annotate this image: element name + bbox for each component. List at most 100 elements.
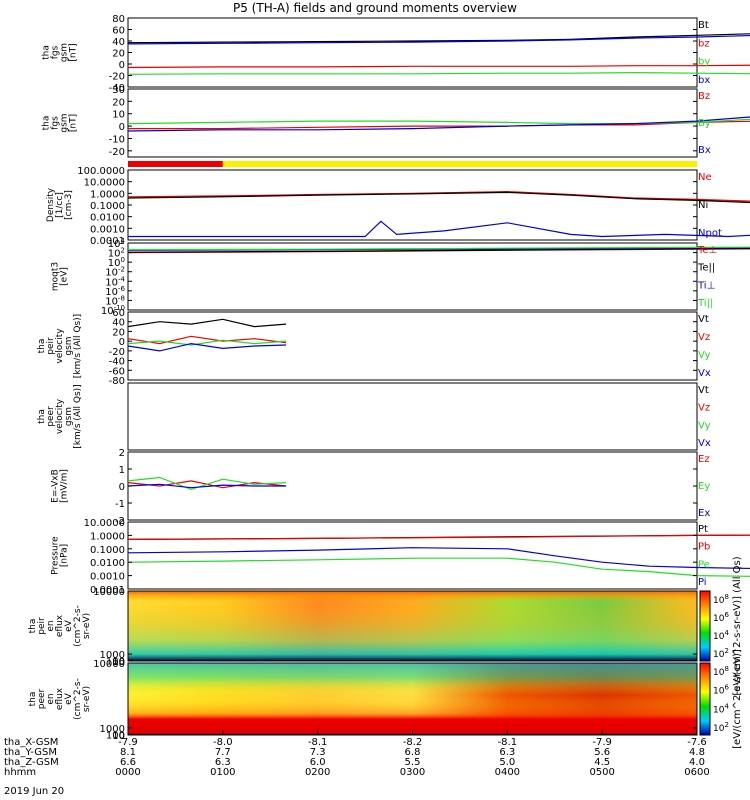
legend-Vx: Vx [698,368,711,379]
x-tick-label: 6.3 [215,757,231,768]
y-axis-label: (cm^2-s- [73,678,83,720]
colorbar-tick-label: 102 [713,721,729,734]
x-tick-label: 6.8 [405,747,421,758]
y-axis-label: tha [42,116,52,131]
colorbar-bar [699,590,711,662]
y-axis-label: [nT] [69,43,79,61]
series-line-Bx [127,116,750,132]
panel-frame [127,590,698,662]
x-tick-label: 7.3 [310,747,326,758]
y-axis-label: [cm-3] [64,190,74,220]
colorbar-peer_eflux: 108 106 104 102 [eV/(cm^2-s-sr-eV)] [699,649,743,749]
y-tick-label: 30 [112,85,125,96]
series-line-Pi [127,547,750,570]
legend-Pt: Pt [698,524,708,535]
y-axis-label: peir [37,617,47,635]
y-tick-label: 20 [112,327,125,338]
y-axis-label: tha [37,409,47,424]
x-tick-label: -8.1 [308,737,328,748]
y-tick-label: 1 [119,465,125,476]
y-axis-label: [nT] [69,114,79,132]
x-tick-label: 4.5 [594,757,610,768]
series-line-Npot [128,220,750,238]
y-tick-label: 2 [119,448,125,459]
x-tick-label: 6.6 [120,757,136,768]
heatmap-overlay [128,591,697,661]
y-tick-label: 10-4 [105,275,125,288]
y-tick-label: -60 [109,366,125,377]
legend-Ni: Ni [698,200,708,211]
panel-pressure: 0.0001 0.0010 0.0100 0.1000 1.0000 10.0000 Pre… [51,518,750,596]
legend-Vx: Vx [698,438,711,449]
y-tick-label: 10 [112,110,125,121]
y-axis-label: eV [64,619,74,632]
y-axis-label: Pressure [51,536,61,575]
legend-Ex: Ex [698,508,710,519]
y-axis-label: gsm [64,407,74,426]
panel-frame [127,451,698,521]
x-tick-label: -8.2 [403,737,423,748]
y-axis-label: eV [64,692,74,705]
y-tick-label: 1.0000 [90,531,125,542]
y-axis-label: [mV/m] [60,469,70,503]
y-tick-label: -20 [109,347,125,358]
panel-peir_eflux: 108 106 104 102 [eV/(cm^2-s-sr-eV)] (All Qs)… [28,556,743,695]
x-tick-label: 6.0 [310,757,326,768]
legend-bz: bz [698,38,710,49]
y-axis-label: [1/cc] [55,192,65,218]
series-line-Ex [127,483,287,489]
y-tick-label: 10 [112,657,125,668]
y-tick-label: 0.1000 [90,201,125,212]
y-axis-label: [eV] [60,267,70,286]
legend-Ez: Ez [698,454,710,465]
legend-Npot: Npot [698,228,722,239]
x-tick-label: 5.5 [405,757,421,768]
x-tick-label: -7.9 [592,737,612,748]
y-tick-label: 100 [106,730,125,741]
heatmap-overlay [128,663,697,735]
colorbar-label: [eV/(cm^2-s-sr-eV)] (All Qs) [732,556,743,695]
series-line-Vx [127,342,287,352]
y-tick-label: 60 [112,308,125,319]
y-axis-label: tha [37,339,47,354]
y-tick-label: 10-2 [105,266,125,279]
series-line-Ti|| [127,246,750,251]
y-axis-label: fgs [51,116,61,130]
y-tick-label: 20 [112,97,125,108]
x-tick-label: -7.6 [687,737,707,748]
y-axis-label: sr-eV) [82,686,92,712]
colorbar-tick-label: 104 [713,629,729,642]
colorbar-tick-label: 102 [713,647,729,660]
legend-Ne: Ne [698,172,712,183]
y-axis-label: E=-VxB [51,469,61,503]
y-axis-label: (cm^2-s- [73,605,83,647]
legend-Vt: Vt [698,385,709,396]
y-tick-label: 0.0001 [90,236,125,247]
y-tick-label: 0 [119,337,125,348]
x-tick-label: 5.0 [499,757,515,768]
y-axis-label: en [46,620,56,631]
y-tick-label: 102 [108,247,125,260]
y-axis-label: peir [46,337,56,355]
y-axis-label: peer [46,406,56,427]
legend-Pi: Pi [698,577,707,588]
legend-Ey: Ey [698,481,710,492]
y-tick-label: 40 [112,37,125,48]
y-tick-label: 20 [112,49,125,60]
y-axis-label: gsm [60,43,70,62]
legend-Vz: Vz [698,332,710,343]
mode-bar [128,161,698,167]
y-axis-label: peer [37,688,47,709]
y-tick-label: 60 [112,26,125,37]
legend-Bt: Bt [698,20,709,31]
y-tick-label: 10.0000 [84,178,125,189]
series-line-bx [127,34,750,45]
legend-Bx: Bx [698,145,711,156]
y-axis-label: eflux [55,687,65,710]
colorbar-tick-label: 104 [713,702,729,715]
x-tick-label: 0200 [305,767,330,778]
